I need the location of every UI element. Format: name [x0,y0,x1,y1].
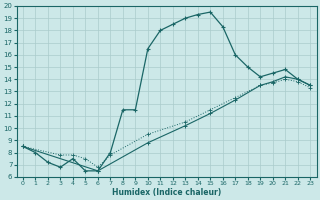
X-axis label: Humidex (Indice chaleur): Humidex (Indice chaleur) [112,188,221,197]
